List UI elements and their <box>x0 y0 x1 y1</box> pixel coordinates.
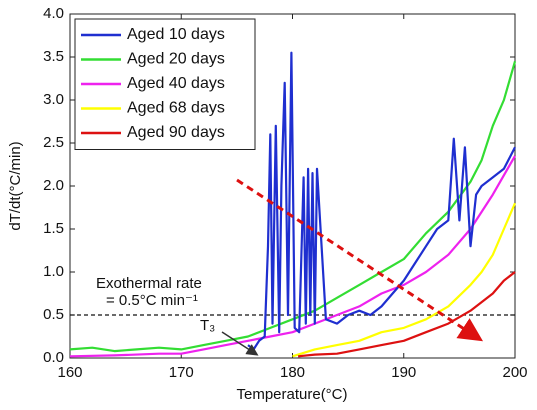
y-tick-label: 1.0 <box>43 263 64 280</box>
y-tick-label: 3.5 <box>43 48 64 65</box>
x-tick-label: 160 <box>57 364 82 381</box>
legend-label: Aged 40 days <box>127 75 225 92</box>
x-tick-label: 170 <box>169 364 194 381</box>
annotation: Exothermal rate <box>96 275 202 292</box>
y-tick-label: 0.5 <box>43 306 64 323</box>
series-line <box>247 51 516 351</box>
trend-arrow <box>236 178 484 342</box>
annotation: = 0.5°C min⁻¹ <box>106 292 198 309</box>
x-tick-label: 190 <box>391 364 416 381</box>
legend-box <box>74 18 256 150</box>
y-tick-label: 0.0 <box>43 349 64 366</box>
y-tick-label: 3.0 <box>43 91 64 108</box>
annotation: T₃ <box>200 317 215 334</box>
legend-label: Aged 90 days <box>127 124 225 141</box>
legend: Aged 10 days Aged 20 days Aged 40 days Aged… <box>74 18 256 150</box>
y-axis-label: dT/dt(°C/min) <box>7 141 24 230</box>
x-tick-label: 180 <box>280 364 305 381</box>
t3-arrow <box>221 331 259 356</box>
x-axis-label: Temperature(°C) <box>236 386 347 403</box>
y-tick-label: 4.0 <box>43 5 64 22</box>
x-tick-label: 200 <box>502 364 527 381</box>
y-tick-label: 1.5 <box>43 220 64 237</box>
series-line <box>297 271 516 358</box>
y-tick-label: 2.5 <box>43 134 64 151</box>
y-tick-label: 2.0 <box>43 177 64 194</box>
series-line <box>292 202 517 358</box>
legend-label: Aged 20 days <box>127 51 225 68</box>
legend-label: Aged 68 days <box>127 100 225 117</box>
legend-label: Aged 10 days <box>127 26 225 43</box>
